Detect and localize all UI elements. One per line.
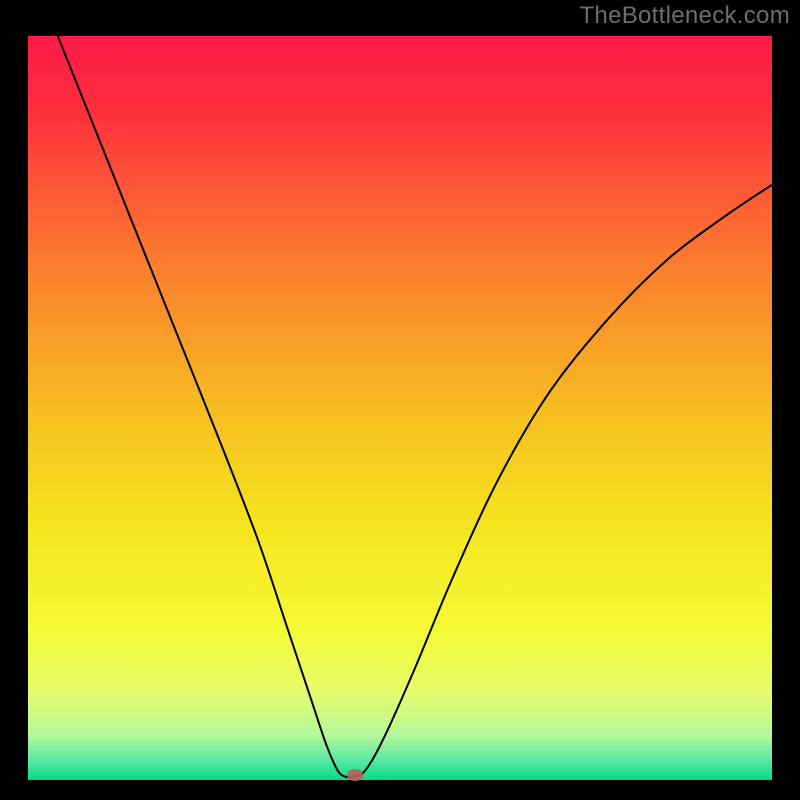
plot-area (28, 36, 772, 780)
chart-frame: TheBottleneck.com (0, 0, 800, 800)
curve-layer (28, 36, 772, 780)
optimal-point-marker (347, 769, 363, 781)
watermark-text: TheBottleneck.com (579, 2, 790, 30)
bottleneck-curve (58, 36, 772, 777)
